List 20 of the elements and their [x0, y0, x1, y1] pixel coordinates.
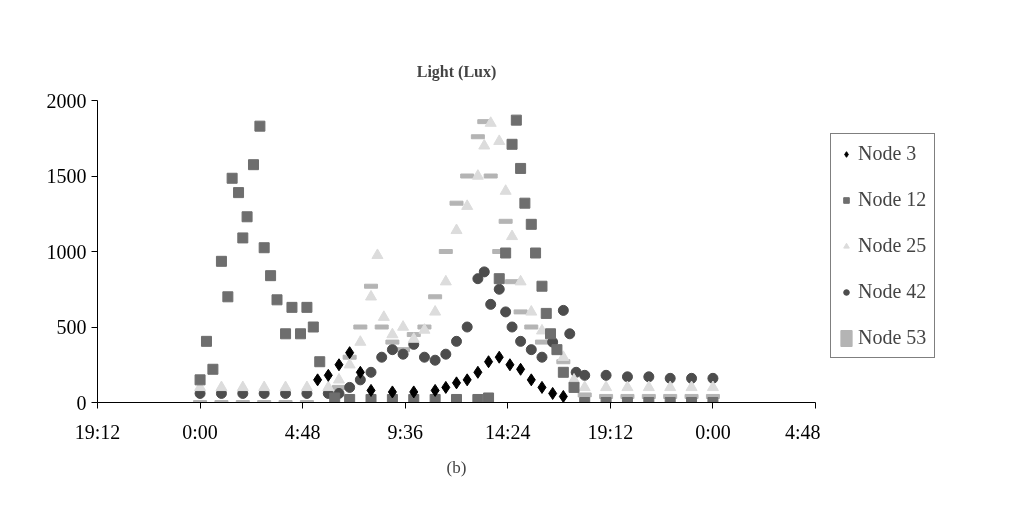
y-tick-label: 2000	[46, 89, 87, 112]
x-tick-label: 0:00	[695, 420, 731, 443]
x-tick-label: 14:24	[485, 420, 531, 443]
legend-label: Node 25	[858, 234, 927, 257]
y-tick-label: 500	[56, 316, 87, 338]
x-tick-label: 9:36	[387, 420, 423, 443]
x-tick-label: 4:48	[284, 420, 321, 443]
x-tick-label: 0:00	[182, 420, 218, 443]
chart-title: Light (Lux)	[416, 62, 497, 81]
y-tick-label: 1500	[46, 165, 87, 187]
y-tick-label: 0	[76, 391, 87, 414]
x-tick-label: 19:12	[587, 420, 634, 443]
x-tick-label: 4:48	[784, 420, 821, 443]
legend-label: Node 3	[858, 142, 917, 165]
legend-label: Node 53	[858, 326, 927, 349]
x-tick-label: 19:12	[74, 420, 121, 443]
legend-label: Node 12	[858, 188, 927, 211]
text: (b)	[446, 457, 467, 477]
y-tick-label: 1000	[46, 240, 87, 263]
legend-label: Node 42	[858, 280, 927, 303]
